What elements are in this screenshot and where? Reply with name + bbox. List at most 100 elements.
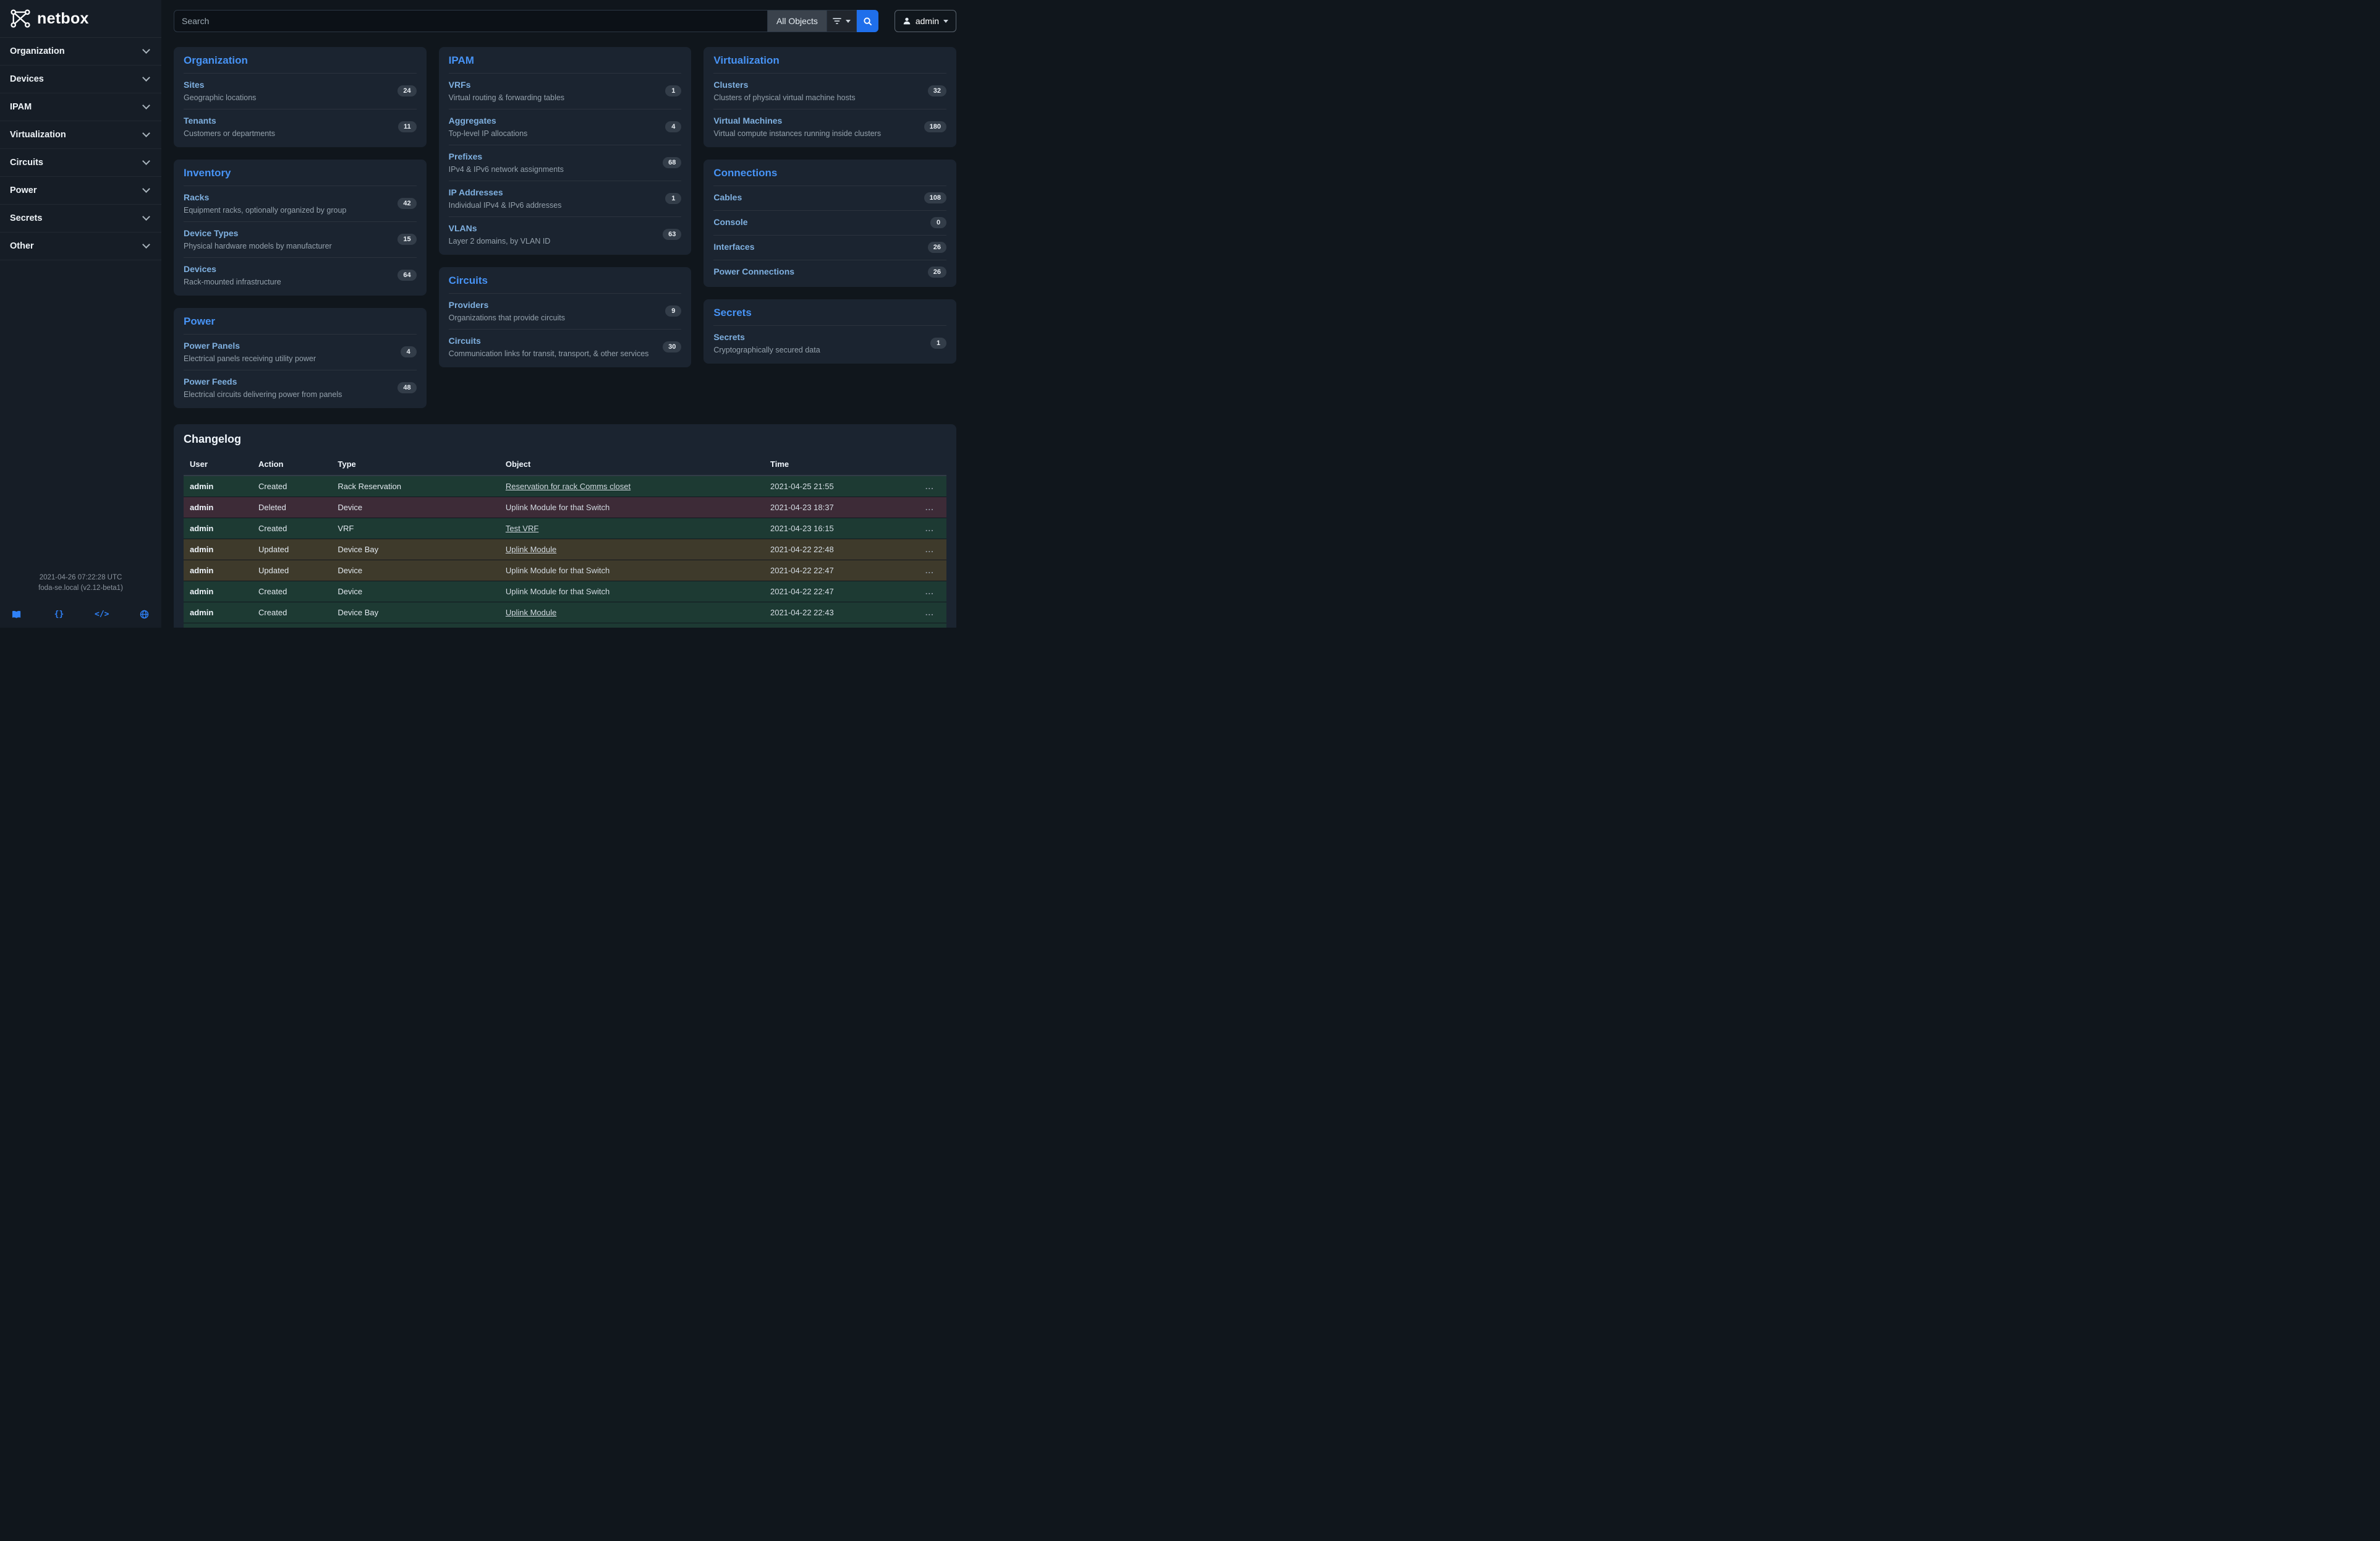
card-item-sites: Sites Geographic locations 24 xyxy=(184,73,417,109)
topbar: All Objects xyxy=(174,10,956,32)
user-menu-button[interactable]: admin xyxy=(894,10,956,32)
card-item-console: Console 0 xyxy=(713,210,947,235)
item-text: Interfaces xyxy=(713,242,760,253)
changelog-type: Device xyxy=(331,560,499,581)
row-menu-button[interactable]: ... xyxy=(912,539,946,560)
item-link-vlans[interactable]: VLANs xyxy=(448,223,477,233)
item-description: Organizations that provide circuits xyxy=(448,314,565,322)
item-link-aggregates[interactable]: Aggregates xyxy=(448,116,496,126)
item-link-racks[interactable]: Racks xyxy=(184,192,210,202)
search-icon xyxy=(864,17,872,25)
item-link-sites[interactable]: Sites xyxy=(184,80,205,90)
item-text: Aggregates Top-level IP allocations xyxy=(449,116,534,138)
changelog-table: User Action Type Object Time admin Created Rac… xyxy=(184,455,946,628)
sidebar-item-label: Circuits xyxy=(10,158,43,168)
column-header-object: Object xyxy=(499,455,765,476)
row-menu-button[interactable]: ... xyxy=(912,623,946,628)
item-description: Virtual routing & forwarding tables xyxy=(448,93,565,102)
changelog-object-link[interactable]: Reservation for rack Comms closet xyxy=(505,482,631,491)
item-text: Secrets Cryptographically secured data xyxy=(713,332,826,354)
item-description: Virtual compute instances running inside… xyxy=(713,129,882,138)
row-menu-button[interactable]: ... xyxy=(912,518,946,539)
sidebar-item-organization[interactable]: Organization xyxy=(0,38,161,66)
sidebar-item-secrets[interactable]: Secrets xyxy=(0,205,161,233)
item-link-cables[interactable]: Cables xyxy=(713,192,742,202)
card-connections: Connections Cables 108 Console 0 Interfaces 26… xyxy=(703,160,957,287)
card-item-vlans: VLANs Layer 2 domains, by VLAN ID 63 xyxy=(448,216,682,252)
item-description: Rack-mounted infrastructure xyxy=(184,278,281,286)
item-link-devices[interactable]: Devices xyxy=(184,264,216,274)
row-menu-button[interactable]: ... xyxy=(912,560,946,581)
item-link-clusters[interactable]: Clusters xyxy=(713,80,749,90)
chevron-down-icon xyxy=(142,241,150,249)
item-link-console[interactable]: Console xyxy=(713,217,748,227)
item-text: Circuits Communication links for transit,… xyxy=(449,336,655,358)
changelog-row: admin Created Device Uplink Module for that… xyxy=(184,581,946,602)
item-link-power-feeds[interactable]: Power Feeds xyxy=(184,377,237,386)
item-description: Communication links for transit, transpo… xyxy=(448,349,649,358)
row-menu-button[interactable]: ... xyxy=(912,581,946,602)
search-button[interactable] xyxy=(856,10,878,32)
item-link-vrfs[interactable]: VRFs xyxy=(448,80,471,90)
item-link-circuits[interactable]: Circuits xyxy=(448,336,481,346)
count-badge: 30 xyxy=(663,341,682,352)
row-menu-button[interactable]: ... xyxy=(912,497,946,518)
object-type-button[interactable]: All Objects xyxy=(767,10,827,32)
item-link-prefixes[interactable]: Prefixes xyxy=(448,152,483,161)
changelog-time: 2021-04-25 21:55 xyxy=(764,476,913,497)
sidebar-item-circuits[interactable]: Circuits xyxy=(0,149,161,177)
sidebar-item-label: Other xyxy=(10,241,34,251)
item-link-ip-addresses[interactable]: IP Addresses xyxy=(448,187,503,197)
sidebar-item-virtualization[interactable]: Virtualization xyxy=(0,121,161,149)
sidebar-item-power[interactable]: Power xyxy=(0,177,161,205)
item-link-power-connections[interactable]: Power Connections xyxy=(713,267,795,276)
changelog-object-cell: Uplink Module for that Switch xyxy=(499,581,765,602)
row-menu-button[interactable]: ... xyxy=(912,602,946,623)
card-secrets: Secrets Secrets Cryptographically secured … xyxy=(703,299,957,364)
item-link-tenants[interactable]: Tenants xyxy=(184,116,216,126)
item-text: Clusters Clusters of physical virtual mac… xyxy=(713,80,861,102)
count-badge: 64 xyxy=(397,270,417,281)
changelog-row: admin Updated Device Uplink Module for that… xyxy=(184,560,946,581)
card-inventory: Inventory Racks Equipment racks, optionall… xyxy=(174,160,427,296)
card-item-cables: Cables 108 xyxy=(713,186,947,210)
brand-home-link[interactable]: netbox xyxy=(0,0,161,37)
item-link-secrets[interactable]: Secrets xyxy=(713,332,745,342)
changelog-user: admin xyxy=(184,497,253,518)
sidebar-item-label: Secrets xyxy=(10,213,43,223)
changelog-object-cell: Uplink Module xyxy=(499,539,765,560)
item-link-device-types[interactable]: Device Types xyxy=(184,228,239,238)
sidebar-item-label: Power xyxy=(10,186,37,195)
item-link-providers[interactable]: Providers xyxy=(448,300,489,310)
community-button[interactable] xyxy=(138,610,151,619)
changelog-object-link[interactable]: Test VRF xyxy=(505,524,539,533)
sidebar-item-devices[interactable]: Devices xyxy=(0,66,161,93)
search-input[interactable] xyxy=(174,10,768,32)
item-link-virtual-machines[interactable]: Virtual Machines xyxy=(713,116,783,126)
source-code-button[interactable]: </> xyxy=(95,610,109,619)
item-link-interfaces[interactable]: Interfaces xyxy=(713,242,755,252)
card-title: IPAM xyxy=(448,54,474,66)
changelog-object-link[interactable]: Uplink Module xyxy=(505,608,557,617)
changelog-object-link[interactable]: Uplink Module xyxy=(505,545,557,554)
card-ipam: IPAM VRFs Virtual routing & forwarding tab… xyxy=(438,47,692,255)
count-badge: 24 xyxy=(397,85,417,96)
footer-icon-row: {} </> xyxy=(0,594,161,620)
card-item-secrets: Secrets Cryptographically secured data 1 xyxy=(713,325,947,361)
changelog-action: Created xyxy=(252,581,332,602)
count-badge: 1 xyxy=(930,338,947,349)
item-link-power-panels[interactable]: Power Panels xyxy=(184,341,240,351)
code-icon: </> xyxy=(95,610,109,619)
changelog-user: admin xyxy=(184,581,253,602)
changelog-time: 2021-04-22 22:47 xyxy=(764,581,913,602)
row-menu-button[interactable]: ... xyxy=(912,476,946,497)
changelog-user: admin xyxy=(184,539,253,560)
item-text: Power Panels Electrical panels receiving … xyxy=(184,341,322,363)
api-docs-button[interactable]: {} xyxy=(53,610,66,619)
count-badge: 26 xyxy=(927,267,947,278)
sidebar-item-ipam[interactable]: IPAM xyxy=(0,93,161,121)
filter-dropdown-button[interactable] xyxy=(827,10,857,32)
docs-button[interactable] xyxy=(10,610,23,619)
sidebar-item-other[interactable]: Other xyxy=(0,233,161,260)
card-item-aggregates: Aggregates Top-level IP allocations 4 xyxy=(448,109,682,145)
